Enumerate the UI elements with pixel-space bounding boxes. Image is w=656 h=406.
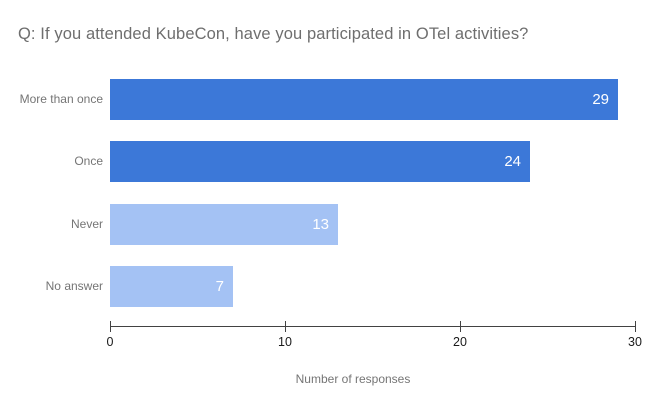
category-label: More than once (19, 92, 103, 106)
x-tick (635, 321, 636, 332)
x-tick-label: 20 (453, 335, 467, 349)
x-tick (110, 321, 111, 332)
category-label: Never (70, 217, 103, 231)
chart-title: Q: If you attended KubeCon, have you par… (18, 25, 529, 43)
x-tick-label: 10 (278, 335, 292, 349)
x-tick-label: 30 (628, 335, 642, 349)
bar-value-label: 24 (504, 153, 521, 170)
bar: 7 (110, 266, 233, 307)
category-label: No answer (45, 279, 103, 293)
x-tick (285, 321, 286, 332)
bar: 13 (110, 204, 338, 245)
x-axis-line (110, 326, 636, 327)
x-tick (460, 321, 461, 332)
bar-value-label: 13 (312, 216, 329, 233)
category-label: Once (74, 154, 103, 168)
bar-value-label: 29 (592, 91, 609, 108)
bar: 24 (110, 141, 530, 182)
bar: 29 (110, 79, 618, 120)
bar-value-label: 7 (215, 278, 224, 295)
x-tick-label: 0 (106, 335, 114, 349)
x-axis-title: Number of responses (295, 372, 411, 386)
